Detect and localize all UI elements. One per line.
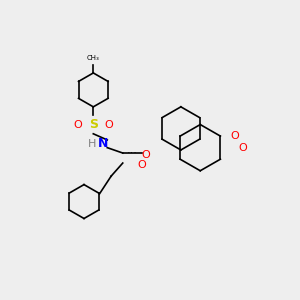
Text: O: O — [74, 119, 82, 130]
Text: O: O — [238, 143, 247, 153]
Text: N: N — [98, 137, 109, 150]
Text: S: S — [89, 118, 98, 131]
Text: ···: ··· — [127, 148, 137, 158]
Text: O: O — [231, 131, 239, 141]
Text: O: O — [138, 160, 146, 170]
Text: O: O — [142, 150, 150, 160]
Text: H: H — [88, 139, 96, 149]
Text: O: O — [104, 119, 113, 130]
Text: CH₃: CH₃ — [87, 56, 100, 62]
